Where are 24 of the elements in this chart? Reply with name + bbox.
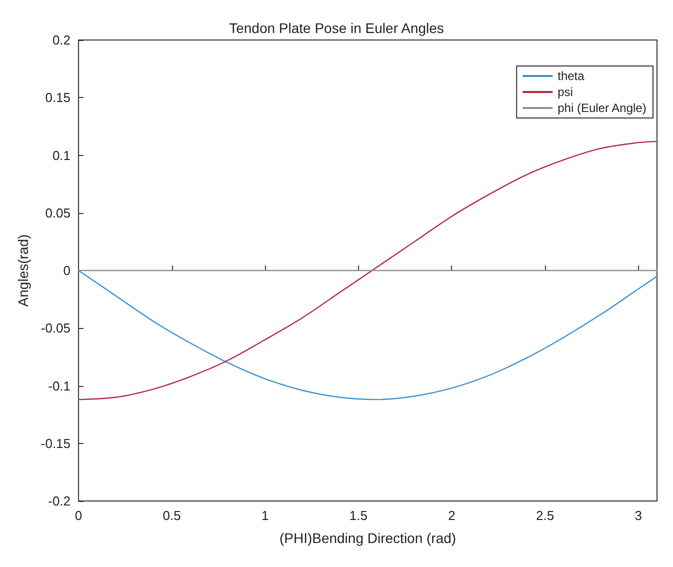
chart-title: Tendon Plate Pose in Euler Angles <box>229 20 444 36</box>
x-tick-label: 1 <box>262 508 269 523</box>
x-axis-title: (PHI)Bending Direction (rad) <box>279 530 456 546</box>
y-tick-label: 0.05 <box>45 205 71 220</box>
x-tick-label: 3 <box>634 508 642 523</box>
y-tick-label: 0.2 <box>52 32 71 48</box>
line-series <box>78 140 658 400</box>
legend-label: psi <box>558 85 573 99</box>
legend-label: phi (Euler Angle) <box>558 101 646 115</box>
y-tick-label: -0.1 <box>48 378 71 394</box>
y-tick-label: -0.15 <box>40 436 71 451</box>
line-series <box>78 270 658 400</box>
x-tick-label: 2 <box>448 508 456 523</box>
y-axis-title: Angles(rad) <box>15 234 31 307</box>
y-tick-label: 0.1 <box>52 148 71 163</box>
y-tick-label: 0 <box>63 263 71 278</box>
y-tick-label: -0.2 <box>48 494 71 508</box>
x-tick-label: 0.5 <box>162 508 181 523</box>
y-tick-label: 0.15 <box>45 90 71 106</box>
y-tick-label: -0.05 <box>40 320 71 336</box>
x-tick-label: 2.5 <box>536 508 554 523</box>
legend-label: theta <box>558 69 585 83</box>
x-tick-label: 1.5 <box>349 508 368 523</box>
x-tick-label: 0 <box>74 508 82 523</box>
